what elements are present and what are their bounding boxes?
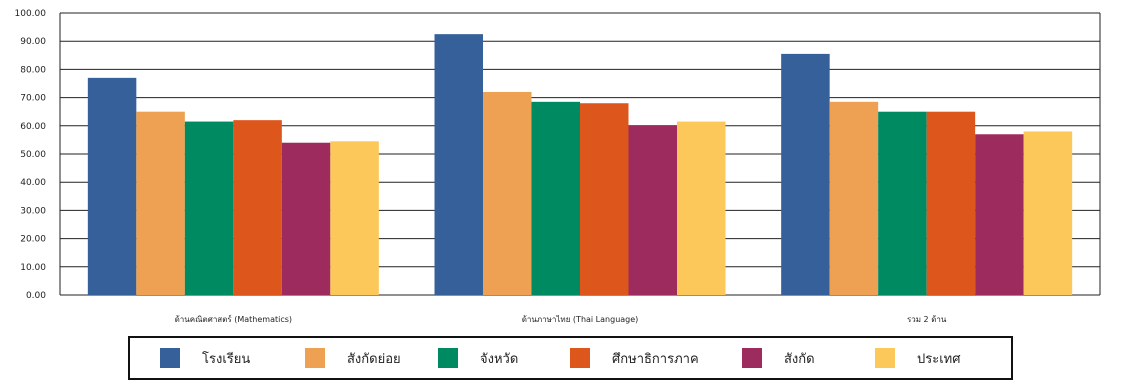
bar <box>878 111 927 295</box>
y-tick-label: 70.00 <box>20 94 46 104</box>
bar <box>136 111 185 295</box>
bar <box>781 53 830 295</box>
legend-label: โรงเรียน <box>202 351 251 367</box>
bar <box>184 121 234 295</box>
legend-item: ศึกษาธิการภาค <box>570 347 699 369</box>
bar-chart: 0.00 10.00 20.00 30.00 40.00 50.00 60.00 70.00 8… <box>15 9 1101 324</box>
bar <box>330 141 379 295</box>
legend-item: สังกัด <box>742 347 815 369</box>
bar <box>531 101 580 295</box>
legend: โรงเรียน สังกัดย่อย จังหวัด ศึกษาธิการภาค สั… <box>128 336 1013 380</box>
bar <box>87 77 137 295</box>
x-category-label: ด้านภาษาไทย (Thai Language) <box>522 315 639 324</box>
y-tick-label: 100.00 <box>15 9 47 19</box>
x-category-label: รวม 2 ด้าน <box>907 315 947 324</box>
bar <box>483 91 532 296</box>
y-tick-label: 0.00 <box>26 291 46 301</box>
legend-item: สังกัดย่อย <box>305 347 401 369</box>
legend-swatch <box>160 348 180 368</box>
legend-label: ศึกษาธิการภาค <box>612 351 699 367</box>
y-tick-labels: 0.00 10.00 20.00 30.00 40.00 50.00 60.00 70.00 8… <box>15 9 47 301</box>
legend-item: จังหวัด <box>438 347 518 369</box>
y-tick-label: 50.00 <box>20 150 46 160</box>
bar <box>677 121 726 295</box>
legend-swatch <box>305 348 325 368</box>
bar <box>628 125 677 295</box>
legend-swatch <box>438 348 458 368</box>
bar <box>975 134 1024 295</box>
bar <box>281 142 331 295</box>
legend-label: สังกัดย่อย <box>347 351 401 367</box>
bar <box>233 120 282 295</box>
bars <box>87 34 1073 296</box>
x-category-label: ด้านคณิตศาสตร์ (Mathematics) <box>175 314 292 324</box>
legend-item: ประเทศ <box>875 347 960 369</box>
bar <box>580 103 629 296</box>
axes <box>59 13 1101 295</box>
legend-label: ประเทศ <box>917 351 961 367</box>
y-tick-label: 40.00 <box>20 178 46 188</box>
category-labels: ด้านคณิตศาสตร์ (Mathematics) ด้านภาษาไทย … <box>175 314 947 324</box>
bar <box>926 111 976 295</box>
y-tick-label: 60.00 <box>20 122 46 132</box>
legend-label: จังหวัด <box>480 351 519 367</box>
bar <box>829 101 879 295</box>
y-tick-label: 90.00 <box>20 37 46 47</box>
bar <box>1023 131 1073 295</box>
y-tick-label: 10.00 <box>20 263 46 273</box>
legend-swatch <box>742 348 762 368</box>
legend-swatch <box>570 348 590 368</box>
y-tick-label: 20.00 <box>20 235 46 245</box>
legend-label: สังกัด <box>784 351 815 367</box>
bar <box>434 34 483 296</box>
legend-swatch <box>875 348 895 368</box>
y-tick-label: 30.00 <box>20 206 46 216</box>
legend-item: โรงเรียน <box>160 347 250 369</box>
y-tick-label: 80.00 <box>20 65 46 75</box>
